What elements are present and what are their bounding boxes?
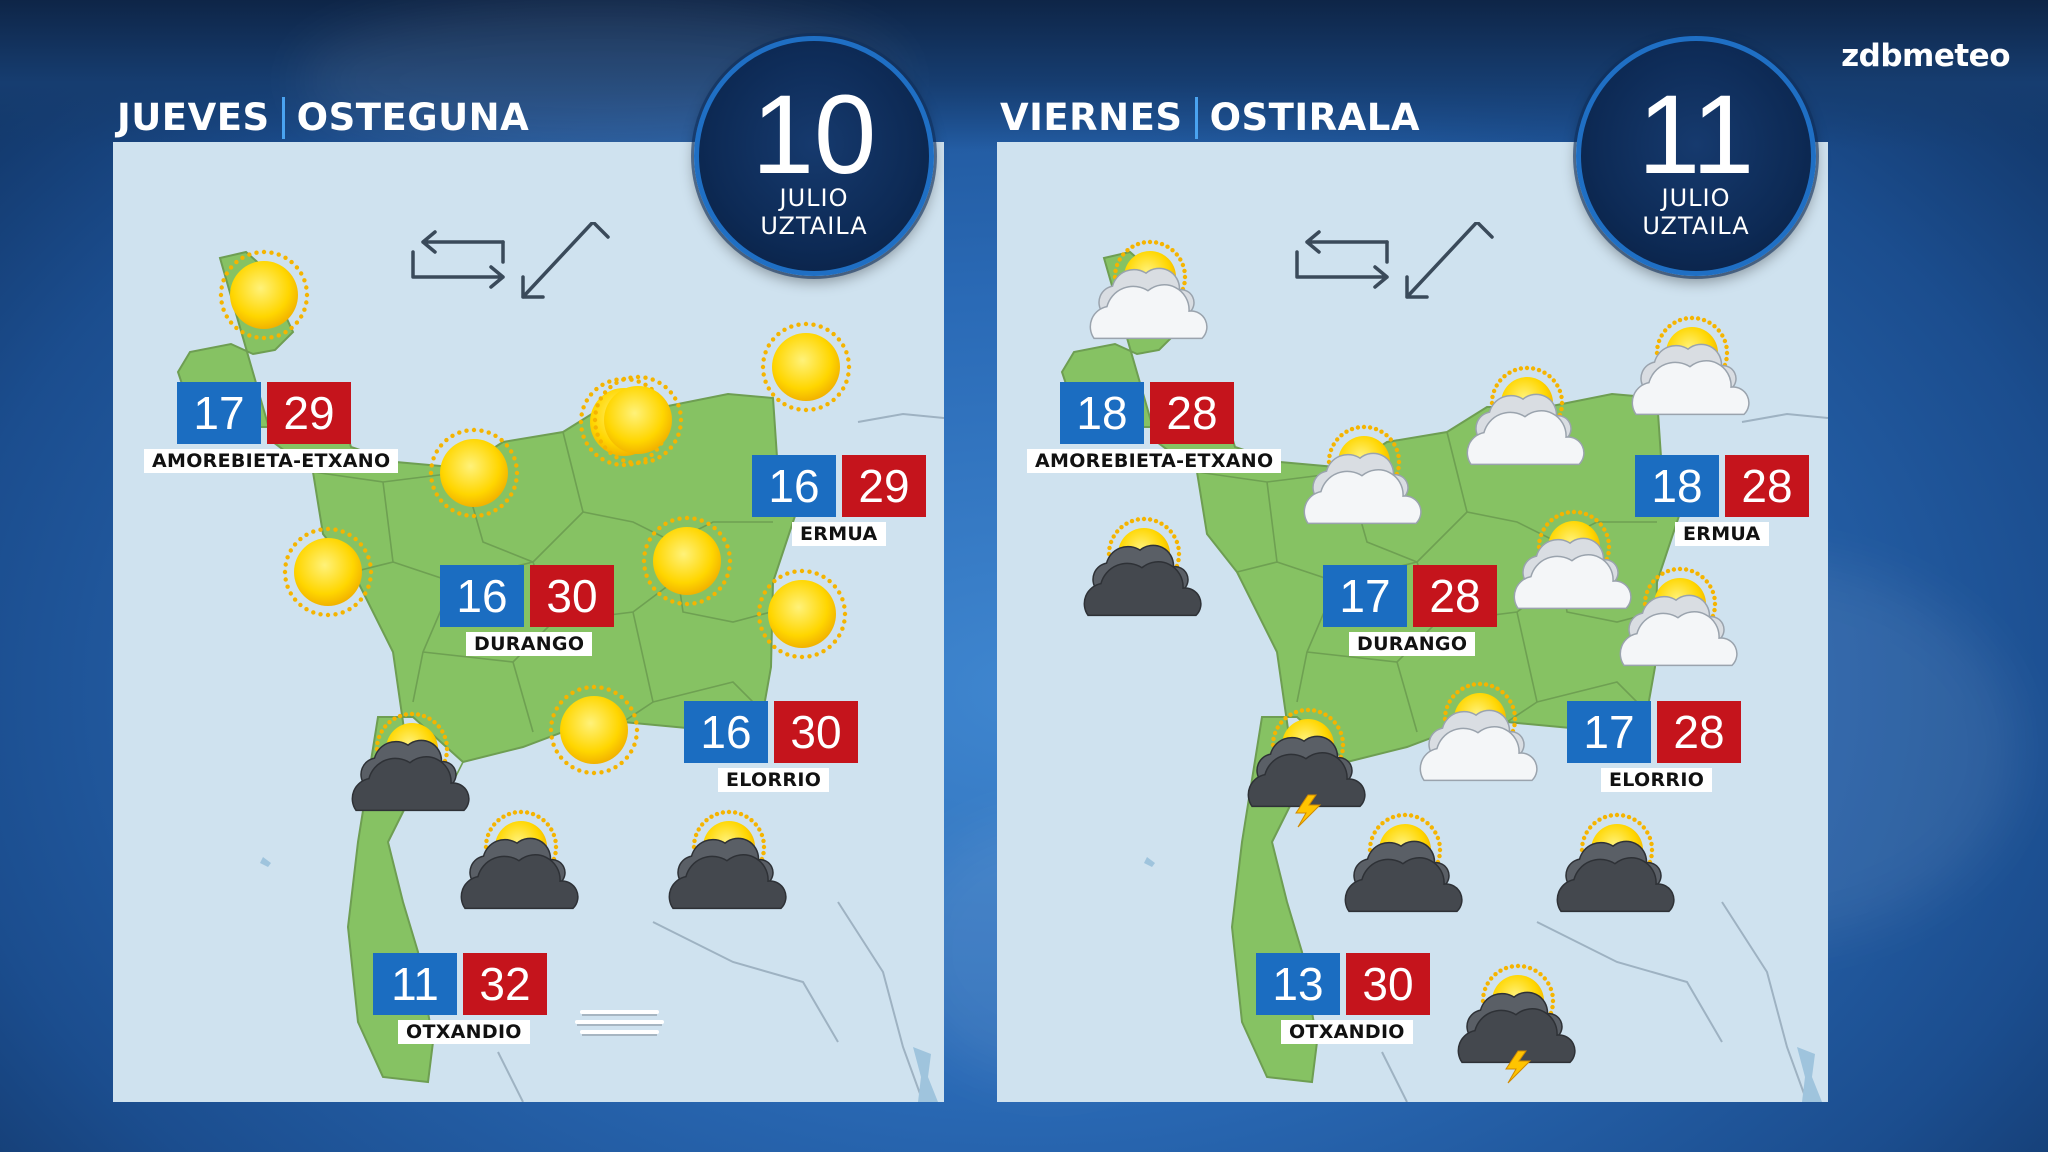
date-month-eu: UZTAILA (1642, 212, 1750, 240)
temp-pair: 17 29 (177, 382, 351, 444)
temp-max: 30 (1346, 953, 1430, 1015)
temp-min: 17 (1567, 701, 1651, 763)
place-label: ELORRIO (718, 768, 830, 792)
sun-icon (282, 526, 374, 618)
sun-icon (218, 249, 310, 341)
temp-pair: 16 29 (752, 455, 926, 517)
place-label: OTXANDIO (398, 1020, 530, 1044)
place-label: DURANGO (1349, 632, 1476, 656)
sun-icon (641, 515, 733, 607)
brand-part2: meteo (1902, 38, 2010, 74)
cloudy-sun-icon (351, 711, 470, 812)
partly-cloudy-icon (1303, 424, 1422, 525)
temp-max: 28 (1725, 455, 1809, 517)
cloudy-sun-icon (1556, 812, 1675, 913)
date-month-es: JULIO (779, 184, 849, 212)
place-label: AMOREBIETA-ETXANO (1027, 449, 1282, 473)
municipal-borders (312, 431, 773, 793)
date-badge: 11 JULIO UZTAILA (1576, 36, 1816, 276)
temp-min: 16 (684, 701, 768, 763)
fog-icon (575, 1010, 664, 1036)
temp-min: 16 (752, 455, 836, 517)
temp-max: 32 (463, 953, 547, 1015)
day-title: JUEVES OSTEGUNA (117, 96, 529, 139)
place-label: ERMUA (792, 522, 886, 546)
temp-pair: 16 30 (684, 701, 858, 763)
neighbor-borders (497, 412, 944, 1102)
temp-min: 18 (1060, 382, 1144, 444)
temp-max: 28 (1413, 565, 1497, 627)
place-label: ERMUA (1675, 522, 1769, 546)
temp-max: 28 (1657, 701, 1741, 763)
partly-cloudy-icon (1466, 365, 1585, 466)
temp-max: 29 (267, 382, 351, 444)
temp-max: 30 (774, 701, 858, 763)
temp-max: 30 (530, 565, 614, 627)
sun-icon (756, 568, 848, 660)
partly-cloudy-icon (1631, 315, 1750, 416)
temp-pair: 13 30 (1256, 953, 1430, 1015)
temp-min: 17 (1323, 565, 1407, 627)
temp-pair: 18 28 (1060, 382, 1234, 444)
partly-cloudy-icon (1089, 239, 1208, 340)
place-label: OTXANDIO (1281, 1020, 1413, 1044)
neighbor-borders (1381, 412, 1828, 1102)
sun-icon (548, 684, 640, 776)
date-day-number: 11 (1637, 72, 1755, 197)
partly-cloudy-icon (1619, 566, 1738, 667)
date-day-number: 10 (751, 72, 877, 197)
brand-logo: zdbmeteo (1841, 38, 2010, 74)
date-month-eu: UZTAILA (760, 212, 868, 240)
date-month-es: JULIO (1661, 184, 1731, 212)
wind-flow-arrows (411, 222, 610, 299)
temp-pair: 18 28 (1635, 455, 1809, 517)
date-badge: 10 JULIO UZTAILA (694, 36, 934, 276)
place-label: AMOREBIETA-ETXANO (144, 449, 399, 473)
sun-icon (592, 374, 684, 466)
sun-icon (428, 427, 520, 519)
temp-max: 28 (1150, 382, 1234, 444)
cloudy-sun-icon (668, 809, 787, 910)
sun-icon (760, 321, 852, 413)
river (1144, 857, 1822, 1102)
brand-part1: zdb (1841, 38, 1903, 74)
day-name-eu: OSTEGUNA (296, 96, 530, 139)
place-label: ELORRIO (1601, 768, 1713, 792)
temp-min: 16 (440, 565, 524, 627)
cloudy-sun-icon (1083, 516, 1202, 617)
temp-pair: 17 28 (1567, 701, 1741, 763)
day-title: VIERNES OSTIRALA (1000, 96, 1420, 139)
temp-min: 11 (373, 953, 457, 1015)
temp-max: 29 (842, 455, 926, 517)
day-name-es: JUEVES (117, 96, 270, 139)
partly-cloudy-icon (1419, 681, 1538, 782)
temp-min: 13 (1256, 953, 1340, 1015)
wind-flow-arrows (1295, 222, 1494, 299)
temp-pair: 16 30 (440, 565, 614, 627)
thunderstorm-icon (1247, 707, 1366, 828)
day-name-eu: OSTIRALA (1209, 96, 1421, 139)
title-separator (281, 96, 285, 139)
temp-min: 18 (1635, 455, 1719, 517)
title-separator (1194, 96, 1198, 139)
cloudy-sun-icon (460, 809, 579, 910)
partly-cloudy-icon (1513, 509, 1632, 610)
day-name-es: VIERNES (1000, 96, 1183, 139)
temp-min: 17 (177, 382, 261, 444)
cloudy-sun-icon (1344, 812, 1463, 913)
temp-pair: 11 32 (373, 953, 547, 1015)
temp-pair: 17 28 (1323, 565, 1497, 627)
river (260, 857, 938, 1102)
place-label: DURANGO (466, 632, 593, 656)
thunderstorm-icon (1457, 963, 1576, 1084)
